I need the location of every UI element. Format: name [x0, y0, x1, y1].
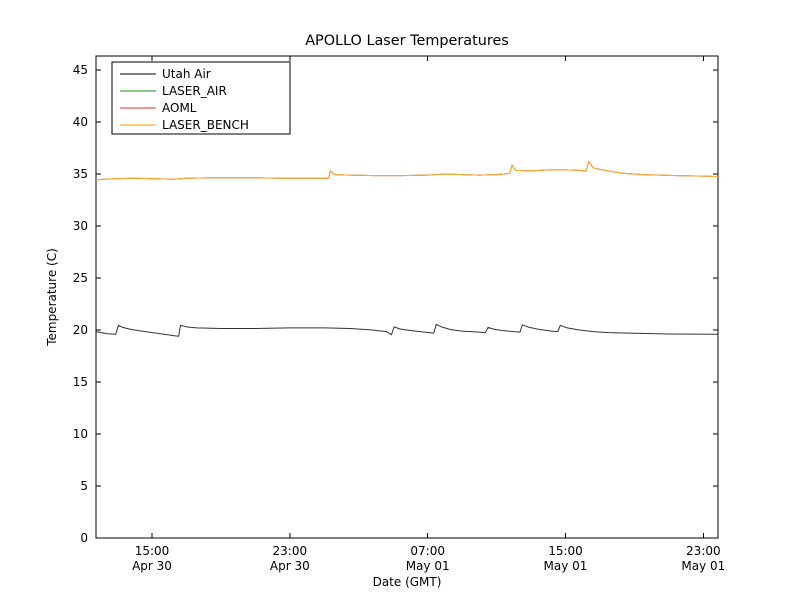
x-tick-time-label: 07:00 — [410, 544, 445, 558]
x-tick-date-label: Apr 30 — [132, 559, 172, 573]
legend: Utah Air LASER_AIR AOML LASER_BENCH — [111, 61, 291, 135]
y-tick-label: 25 — [73, 271, 88, 285]
y-tick-label: 45 — [73, 63, 88, 77]
series-line-aoml — [95, 161, 719, 181]
legend-entry-aoml: AOML — [120, 101, 197, 115]
x-axis-label: Date (GMT) — [373, 575, 442, 589]
y-tick-label: 30 — [73, 219, 88, 233]
y-tick-label: 35 — [73, 167, 88, 181]
chart-title: APOLLO Laser Temperatures — [305, 33, 509, 49]
x-tick-date-label: May 01 — [544, 559, 588, 573]
x-tick-date-label: May 01 — [406, 559, 450, 573]
series-line-utah-air — [95, 323, 719, 337]
legend-entry-label: LASER_AIR — [162, 84, 227, 98]
legend-entry-laser-bench: LASER_BENCH — [120, 118, 249, 132]
y-tick-label: 5 — [80, 479, 88, 493]
x-tick-date-label: Apr 30 — [270, 559, 310, 573]
legend-entry-label: LASER_BENCH — [162, 118, 249, 132]
x-tick-date-label: May 01 — [681, 559, 725, 573]
x-tick-time-label: 15:00 — [135, 544, 170, 558]
y-tick-label: 10 — [73, 427, 88, 441]
x-tick-time-label: 23:00 — [686, 544, 721, 558]
series-line-laser-air — [95, 161, 719, 181]
x-tick-time-label: 23:00 — [273, 544, 308, 558]
legend-entry-label: Utah Air — [162, 67, 211, 81]
legend-entry-label: AOML — [162, 101, 197, 115]
legend-entry-laser-air: LASER_AIR — [120, 84, 227, 98]
y-tick-label: 15 — [73, 375, 88, 389]
series-line-laser-bench — [95, 161, 719, 181]
y-tick-label: 40 — [73, 115, 88, 129]
x-tick-time-label: 15:00 — [548, 544, 583, 558]
y-tick-label: 20 — [73, 323, 88, 337]
y-tick-label: 0 — [80, 531, 88, 545]
axes-frame — [95, 55, 719, 539]
legend-entry-utah-air: Utah Air — [120, 67, 211, 81]
y-axis-label: Temperature (C) — [45, 248, 59, 347]
